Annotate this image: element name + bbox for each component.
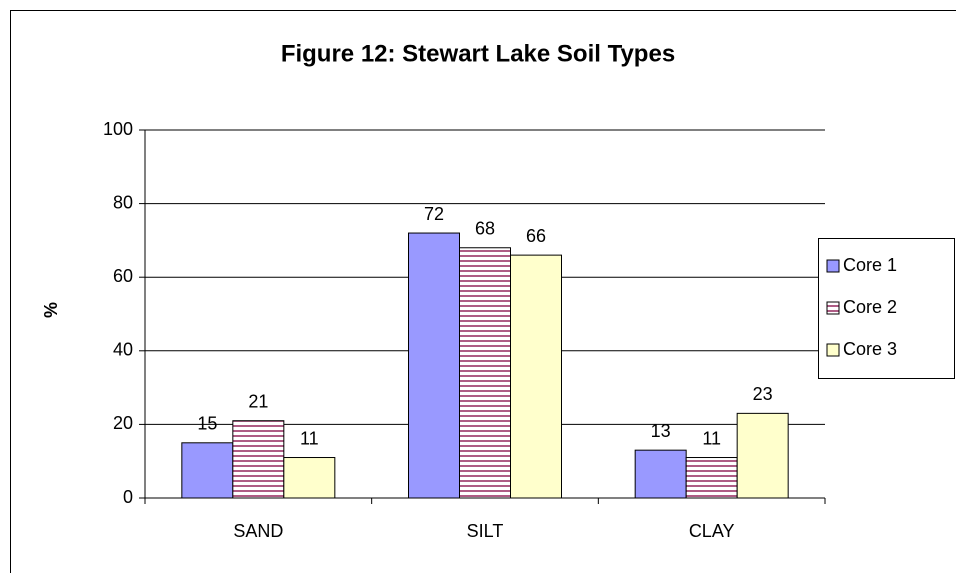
legend-swatch xyxy=(826,343,840,357)
x-tick-label: SILT xyxy=(467,521,504,541)
y-tick-label: 100 xyxy=(103,119,133,139)
legend-swatch xyxy=(826,259,840,273)
bar xyxy=(408,232,460,499)
value-label: 21 xyxy=(248,391,268,411)
y-tick-label: 60 xyxy=(113,266,133,286)
value-label: 68 xyxy=(475,219,495,239)
bar xyxy=(510,254,562,499)
legend-label: Core 2 xyxy=(843,297,897,317)
legend-label: Core 1 xyxy=(843,255,897,275)
value-label: 11 xyxy=(702,428,721,448)
x-tick-label: SAND xyxy=(233,521,283,541)
legend-label: Core 3 xyxy=(843,339,897,359)
chart-title: Figure 12: Stewart Lake Soil Types xyxy=(281,40,675,67)
value-label: 72 xyxy=(424,204,444,224)
value-label: 23 xyxy=(753,384,773,404)
x-tick-label: CLAY xyxy=(689,521,735,541)
y-axis-label: % xyxy=(41,302,61,318)
bar xyxy=(634,449,687,499)
legend-box xyxy=(818,238,955,379)
y-tick-label: 80 xyxy=(113,192,133,212)
bar xyxy=(736,412,789,499)
value-label: 11 xyxy=(300,428,319,448)
bar xyxy=(232,420,285,499)
bar xyxy=(181,442,234,499)
value-label: 66 xyxy=(526,226,546,246)
y-tick-label: 20 xyxy=(113,413,133,433)
y-tick-label: 0 xyxy=(123,487,133,507)
value-label: 13 xyxy=(651,421,671,441)
bar xyxy=(283,457,336,499)
y-tick-label: 40 xyxy=(113,340,133,360)
value-label: 15 xyxy=(197,414,217,434)
bar xyxy=(685,457,738,499)
bar xyxy=(459,247,511,499)
legend-swatch xyxy=(826,301,840,315)
